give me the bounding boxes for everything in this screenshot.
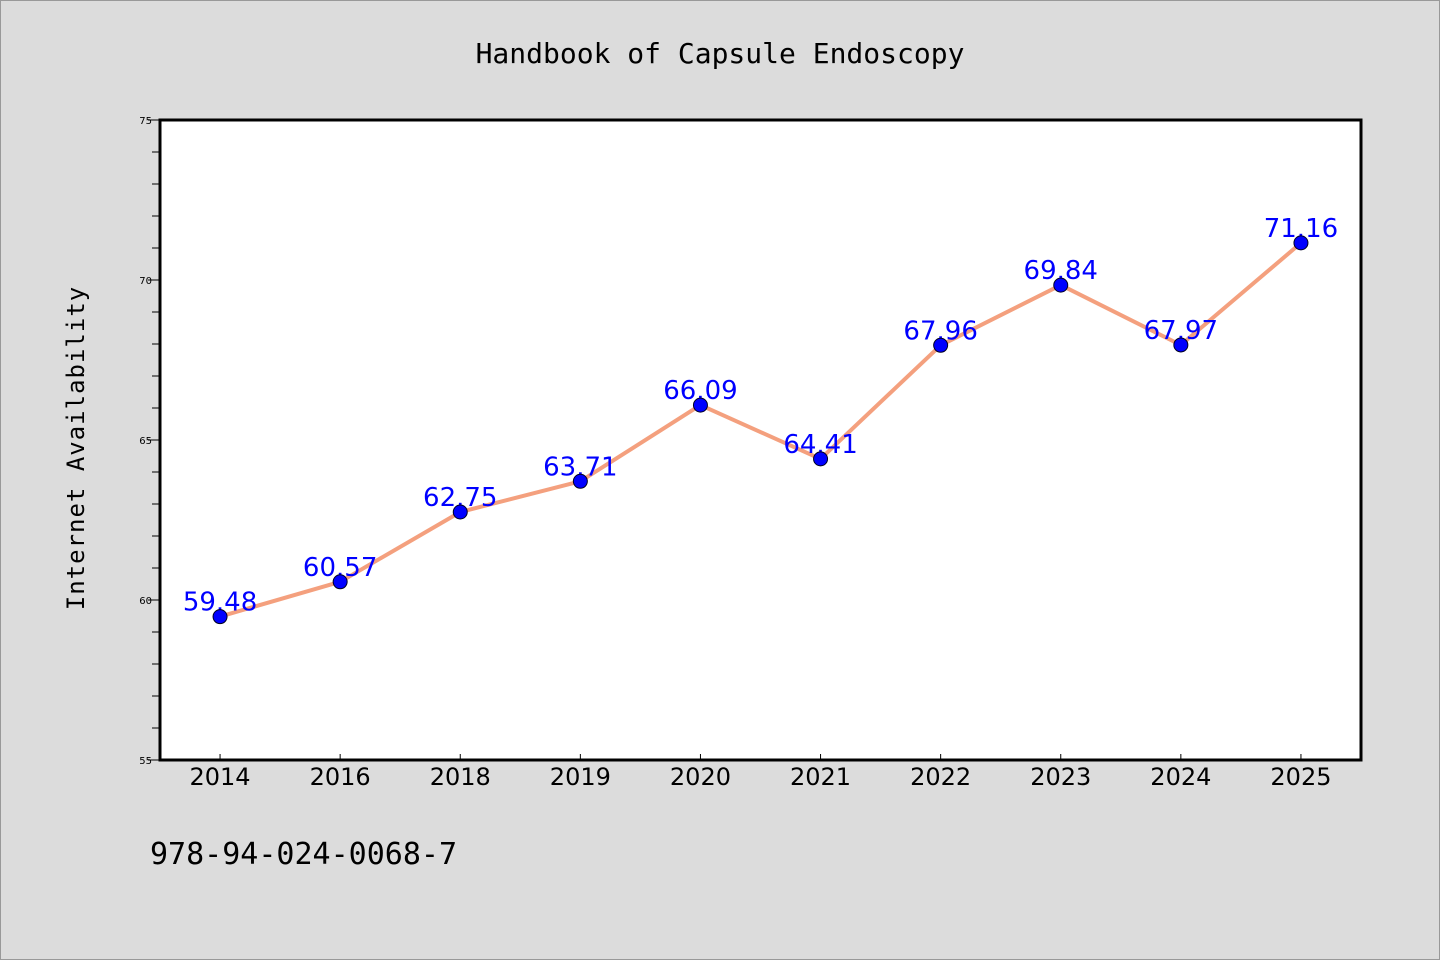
- x-tick-label: 2014: [190, 763, 251, 791]
- x-tick-label: 2025: [1270, 763, 1331, 791]
- y-tick-label: 70: [139, 276, 152, 287]
- x-tick-label: 2018: [430, 763, 491, 791]
- series-layer: 59.4860.5762.7563.7166.0964.4167.9669.84…: [183, 214, 1338, 625]
- x-tick-label: 2023: [1030, 763, 1091, 791]
- x-tick-label: 2016: [310, 763, 371, 791]
- x-axis: 2014 2016 2018 2019 2020 2021 2022 2023 2024 2025: [190, 754, 1331, 791]
- data-point-marker: [1293, 235, 1309, 251]
- plot-frame: [158, 118, 1363, 762]
- x-tick-label: 2024: [1150, 763, 1211, 791]
- y-tick-label: 65: [139, 436, 152, 447]
- y-tick-label: 75: [139, 116, 152, 127]
- data-point-marker: [212, 609, 228, 625]
- data-point-marker: [1053, 277, 1069, 293]
- data-point-marker: [572, 473, 588, 489]
- x-tick-label: 2022: [910, 763, 971, 791]
- x-tick-label: 2021: [790, 763, 851, 791]
- y-axis-label: Internet Availability: [62, 286, 90, 610]
- x-tick-label: 2020: [670, 763, 731, 791]
- isbn-footer: 978-94-024-0068-7: [150, 837, 457, 872]
- y-tick-label: 60: [139, 596, 152, 607]
- x-tick-label: 2019: [550, 763, 611, 791]
- data-point-marker: [933, 337, 949, 353]
- series-line: [218, 240, 1303, 619]
- data-point-marker: [813, 451, 829, 467]
- data-point-marker: [1173, 337, 1189, 353]
- data-point-marker: [332, 574, 348, 590]
- plot-area: [160, 120, 1361, 760]
- data-point-marker: [452, 504, 468, 520]
- data-point-marker: [692, 397, 708, 413]
- chart-title: Handbook of Capsule Endoscopy: [476, 37, 965, 70]
- y-tick-label: 55: [139, 756, 152, 767]
